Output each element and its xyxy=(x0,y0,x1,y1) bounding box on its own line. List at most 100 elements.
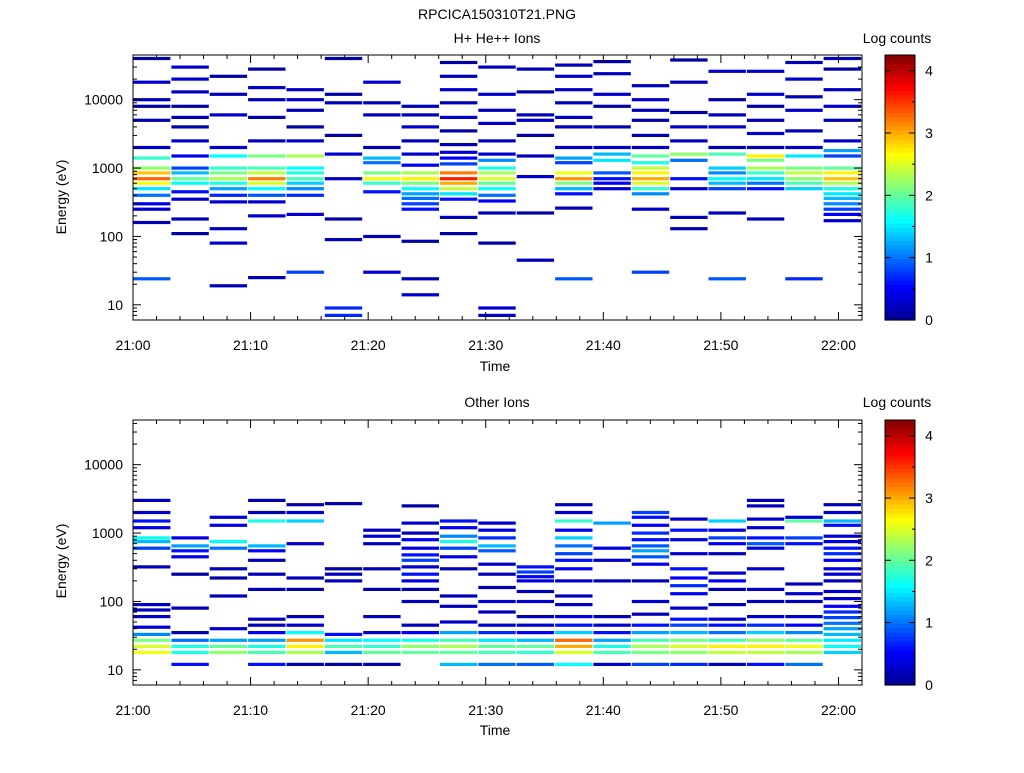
heatmap-cell xyxy=(248,276,286,280)
heatmap-cell xyxy=(171,177,209,181)
heatmap-cell xyxy=(555,558,593,562)
heatmap-cell xyxy=(823,192,861,196)
heatmap-cell xyxy=(401,139,439,143)
colorbar-segment xyxy=(885,267,915,273)
heatmap-cell xyxy=(171,65,209,69)
heatmap-cell xyxy=(133,536,171,540)
colorbar-segment xyxy=(885,227,915,233)
heatmap-cell xyxy=(286,631,324,635)
heatmap-cell xyxy=(478,536,516,540)
heatmap-cell xyxy=(439,156,478,160)
colorbar-tick-label: 4 xyxy=(925,63,933,79)
heatmap-cell xyxy=(133,498,171,502)
heatmap-cell xyxy=(439,594,478,598)
heatmap-cell xyxy=(555,187,593,191)
heatmap-cell xyxy=(631,192,670,196)
heatmap-cell xyxy=(631,166,670,170)
colorbar-segment xyxy=(885,284,915,290)
heatmap-cell xyxy=(593,631,631,635)
heatmap-cell xyxy=(555,74,593,78)
heatmap-cell xyxy=(708,528,746,532)
heatmap-cell xyxy=(746,546,785,550)
heatmap-cell xyxy=(708,171,746,175)
colorbar-segment xyxy=(885,450,915,456)
heatmap-cell xyxy=(133,650,171,654)
heatmap-cell xyxy=(324,238,363,242)
heatmap-cell xyxy=(363,638,401,642)
heatmap-cell xyxy=(670,584,708,588)
colorbar-segment xyxy=(885,649,915,655)
heatmap-cell xyxy=(708,181,746,185)
heatmap-cell xyxy=(555,63,593,67)
heatmap-cell xyxy=(516,67,555,71)
heatmap-cell xyxy=(401,293,439,297)
heatmap-cell xyxy=(248,171,286,175)
heatmap-cell xyxy=(631,161,670,165)
heatmap-cell xyxy=(171,555,209,559)
y-tick-label: 10 xyxy=(107,662,123,678)
heatmap-cell xyxy=(209,567,248,571)
heatmap-cell xyxy=(823,67,861,71)
heatmap-cell xyxy=(478,638,516,642)
heatmap-cell xyxy=(746,587,785,591)
heatmap-cell xyxy=(209,523,248,527)
heatmap-cell xyxy=(555,503,593,507)
heatmap-cell xyxy=(785,95,823,99)
heatmap-cell xyxy=(248,200,286,204)
heatmap-cell xyxy=(555,594,593,598)
heatmap-cell xyxy=(248,67,286,71)
heatmap-cell xyxy=(324,644,363,648)
heatmap-cell xyxy=(133,156,171,160)
heatmap-cells xyxy=(133,56,861,317)
x-tick-label: 21:50 xyxy=(703,337,738,353)
heatmap-cell xyxy=(363,80,401,84)
colorbar-tick-label: 1 xyxy=(925,250,933,266)
heatmap-cell xyxy=(631,98,670,102)
heatmap-cell xyxy=(439,232,478,236)
heatmap-cell xyxy=(209,515,248,519)
heatmap-cell xyxy=(670,187,708,191)
heatmap-cell xyxy=(286,154,324,158)
heatmap-cell xyxy=(785,631,823,635)
heatmap-cell xyxy=(248,498,286,502)
colorbar-segment xyxy=(885,543,915,549)
heatmap-cell xyxy=(248,662,286,666)
heatmap-cell xyxy=(439,662,478,666)
colorbar-segment xyxy=(885,143,915,149)
colorbar-segment xyxy=(885,152,915,158)
heatmap-cell xyxy=(478,544,516,548)
colorbar-segment xyxy=(885,517,915,523)
heatmap-cell xyxy=(746,615,785,619)
colorbar-segment xyxy=(885,72,915,78)
heatmap-cell xyxy=(171,217,209,221)
heatmap-cell xyxy=(324,662,363,666)
heatmap-cell xyxy=(785,277,823,281)
heatmap-cell xyxy=(708,145,746,150)
heatmap-cell xyxy=(631,84,670,88)
heatmap-cell xyxy=(670,215,708,219)
colorbar-segment xyxy=(885,671,915,677)
heatmap-cell xyxy=(593,546,631,550)
heatmap-cell xyxy=(439,215,478,219)
heatmap-cell xyxy=(670,617,708,621)
heatmap-cell xyxy=(555,662,593,666)
heatmap-cell xyxy=(516,175,555,179)
heatmap-cell xyxy=(363,631,401,635)
heatmap-cell xyxy=(439,555,478,559)
colorbar-segment xyxy=(885,240,915,246)
heatmap-cell xyxy=(401,207,439,211)
heatmap-cell xyxy=(324,152,363,156)
colorbar-tick-label: 4 xyxy=(925,428,933,444)
heatmap-cell xyxy=(439,101,478,105)
heatmap-cell xyxy=(708,662,746,666)
heatmap-cell xyxy=(209,650,248,654)
colorbar-frame xyxy=(884,419,916,686)
heatmap-cell xyxy=(286,139,324,143)
colorbar-segment xyxy=(885,565,915,571)
heatmap-cell xyxy=(593,623,631,627)
heatmap-cell xyxy=(401,565,439,569)
colorbar-segment xyxy=(885,442,915,448)
heatmap-cell xyxy=(401,125,439,129)
colorbar-segment xyxy=(885,196,915,202)
colorbar-segment xyxy=(885,481,915,487)
